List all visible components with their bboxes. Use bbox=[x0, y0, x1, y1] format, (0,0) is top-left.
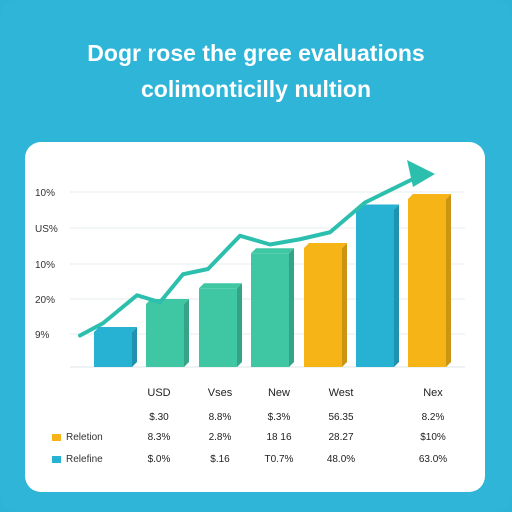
bar-side bbox=[342, 243, 347, 367]
y-tick-label: 10% bbox=[35, 260, 55, 271]
chart-card: 10% US% 10% 20% 9% USD Vses New West Nex $.3… bbox=[25, 142, 485, 492]
bar bbox=[146, 304, 184, 367]
y-tick-label: 10% bbox=[35, 188, 55, 199]
bar-top bbox=[356, 204, 399, 210]
trend-line bbox=[78, 176, 417, 338]
chart-subtitle: colimonticilly nultion bbox=[141, 76, 371, 102]
bar bbox=[304, 248, 342, 367]
bar-side bbox=[184, 299, 189, 367]
bar-side bbox=[446, 194, 451, 367]
bar bbox=[408, 199, 446, 367]
bar-top bbox=[304, 243, 347, 248]
bar bbox=[251, 253, 289, 367]
bar bbox=[199, 288, 237, 367]
bar-top bbox=[251, 248, 294, 254]
bar-top bbox=[408, 194, 451, 199]
bar-side bbox=[132, 327, 137, 367]
y-tick-label: 9% bbox=[35, 330, 50, 341]
chart-svg: 10% US% 10% 20% 9% bbox=[35, 160, 465, 368]
bar-top bbox=[94, 327, 137, 332]
bar bbox=[94, 332, 132, 367]
bar-side bbox=[289, 248, 294, 367]
y-tick-label: 20% bbox=[35, 295, 55, 306]
trend-arrowhead bbox=[407, 160, 435, 187]
bar-side bbox=[394, 204, 399, 367]
bar bbox=[356, 209, 394, 367]
y-tick-label: US% bbox=[35, 224, 58, 235]
chart-title: Dogr rose the gree evaluations bbox=[87, 40, 425, 66]
bar-top bbox=[199, 283, 242, 289]
bar-side bbox=[237, 283, 242, 367]
